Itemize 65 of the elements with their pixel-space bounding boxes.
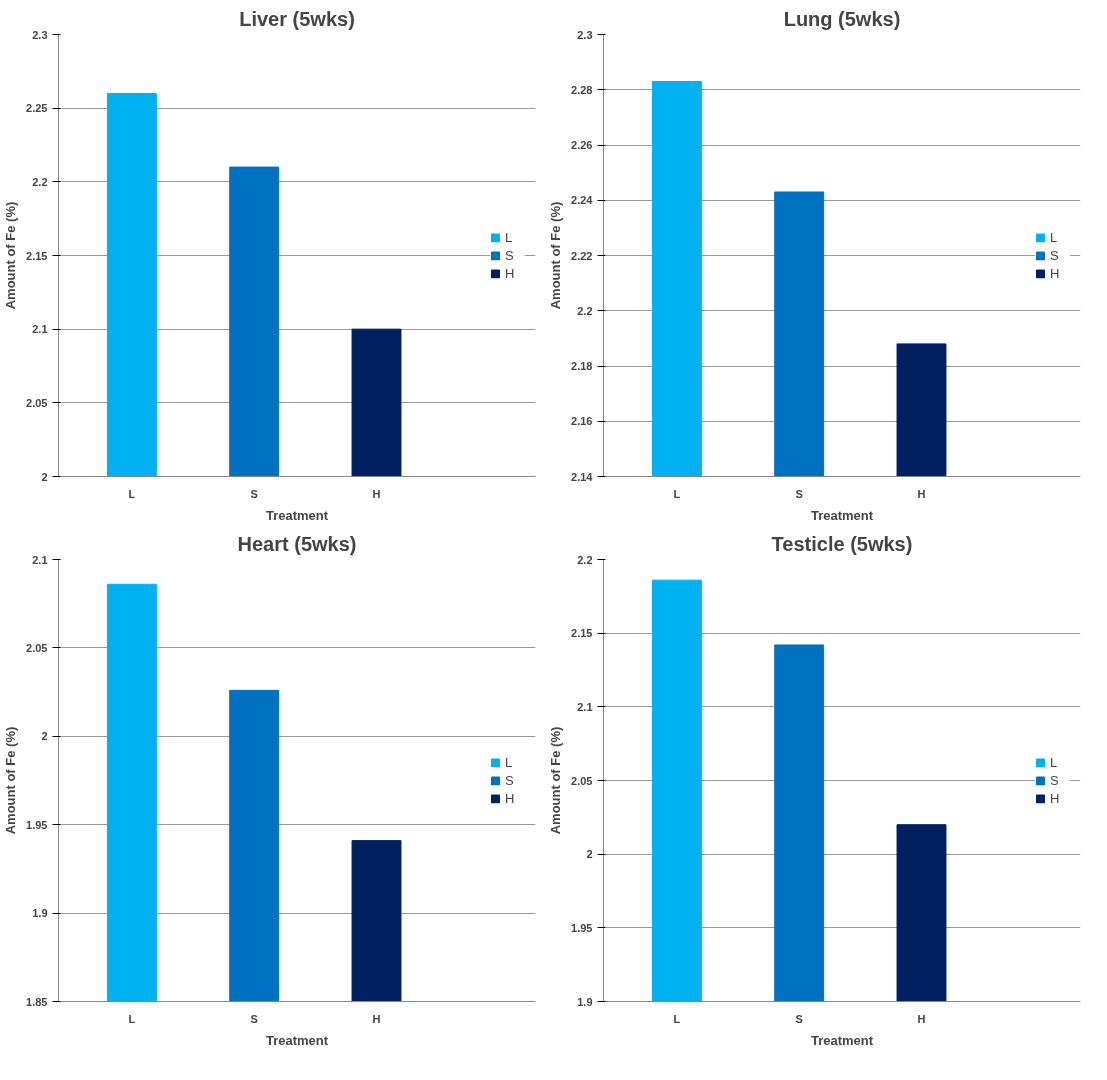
y-tick-label: 2.26 [571, 139, 593, 151]
legend-label: L [1050, 754, 1059, 770]
chart-title: Heart (5wks) [237, 532, 357, 555]
y-tick-label: 2.2 [32, 175, 48, 188]
x-axis-title: Treatment [810, 507, 874, 523]
x-tick-label: L [128, 1012, 136, 1025]
x-tick-label: H [372, 1012, 381, 1025]
legend-label: S [1050, 247, 1060, 263]
y-tick-label: 2.15 [571, 627, 593, 640]
y-tick-label: 2.05 [571, 774, 593, 787]
x-tick-label: S [250, 1012, 258, 1025]
y-tick-label: 1.9 [577, 995, 593, 1008]
y-tick-label: 2.1 [32, 553, 48, 566]
legend-label: S [505, 772, 515, 788]
x-tick-label: S [795, 487, 803, 500]
y-axis-title: Amount of Fe (%) [548, 201, 564, 310]
y-tick-label: 2.18 [571, 360, 593, 372]
y-tick-label: 2.24 [571, 194, 594, 207]
y-tick-label: 2.05 [26, 396, 48, 409]
y-tick-label: 2.15 [26, 249, 48, 262]
y-tick-label: 2.3 [32, 28, 48, 41]
y-axis-title: Amount of Fe (%) [3, 201, 19, 310]
y-tick-label: 2.16 [571, 415, 593, 428]
y-tick-label: 2.22 [571, 249, 593, 262]
x-tick-label: H [917, 487, 926, 500]
legend-label: S [505, 247, 515, 263]
y-tick-label: 2.1 [577, 700, 593, 713]
x-axis-title: Treatment [265, 1032, 329, 1048]
x-tick-label: L [673, 487, 681, 500]
legend-label: L [505, 754, 514, 770]
y-tick-label: 2.2 [577, 304, 593, 317]
y-tick-label: 2 [41, 470, 48, 483]
chart-title: Liver (5wks) [239, 7, 355, 30]
y-tick-label: 1.9 [32, 907, 48, 920]
y-tick-label: 2.2 [577, 553, 593, 566]
y-tick-label: 2.3 [577, 28, 593, 41]
x-axis-title: Treatment [265, 507, 329, 523]
y-tick-label: 2.25 [26, 102, 48, 115]
y-tick-label: 2.28 [571, 83, 593, 96]
legend-label: H [1050, 265, 1061, 281]
legend-label: L [1050, 229, 1059, 245]
chart-title: Testicle (5wks) [771, 532, 913, 555]
x-tick-label: L [128, 487, 136, 500]
x-axis-title: Treatment [810, 1032, 874, 1048]
legend-label: H [505, 265, 516, 281]
y-axis-title: Amount of Fe (%) [548, 726, 564, 835]
y-tick-label: 2.14 [571, 470, 594, 483]
y-tick-label: 2.05 [26, 641, 48, 654]
x-tick-label: S [795, 1012, 803, 1025]
legend-label: H [505, 790, 516, 806]
x-tick-label: S [250, 487, 258, 500]
y-tick-label: 1.95 [571, 921, 593, 934]
legend-label: L [505, 229, 514, 245]
y-tick-label: 1.85 [26, 995, 48, 1008]
y-tick-label: 1.95 [26, 818, 48, 831]
legend-label: H [1050, 790, 1061, 806]
x-tick-label: H [372, 487, 381, 500]
y-tick-label: 2 [41, 730, 48, 743]
y-tick-label: 2.1 [32, 323, 48, 336]
y-axis-title: Amount of Fe (%) [3, 726, 19, 835]
y-tick-label: 2 [586, 848, 593, 861]
x-tick-label: L [673, 1012, 681, 1025]
x-tick-label: H [917, 1012, 926, 1025]
chart-title: Lung (5wks) [783, 7, 901, 30]
legend-label: S [1050, 772, 1060, 788]
